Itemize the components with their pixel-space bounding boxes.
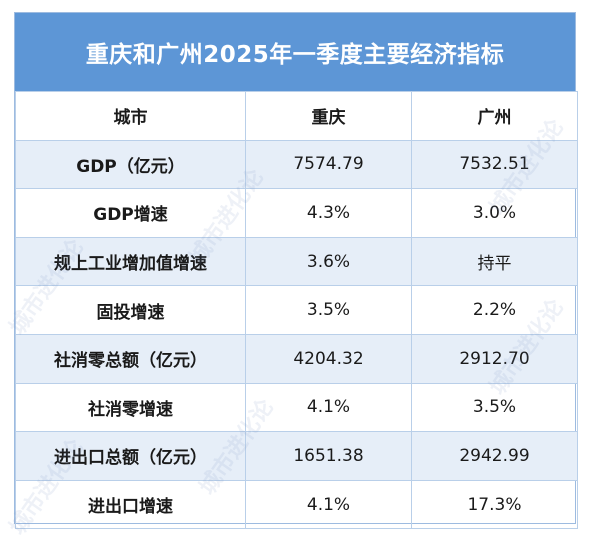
row-label: 进出口增速	[15, 479, 246, 530]
table-row: GDP（亿元） 7574.79 7532.51	[15, 139, 578, 190]
row-label: GDP（亿元）	[15, 139, 246, 190]
table-title: 重庆和广州2025年一季度主要经济指标	[15, 13, 575, 91]
row-label: GDP增速	[15, 188, 246, 238]
row-label: 进出口总额（亿元）	[15, 431, 246, 481]
cell-guangzhou: 2942.99	[411, 431, 578, 481]
table-row: 进出口增速 4.1% 17.3%	[15, 479, 578, 530]
cell-guangzhou: 3.5%	[411, 382, 578, 433]
cell-chongqing: 4.1%	[245, 382, 412, 433]
indicator-table: 城市 重庆 广州 GDP（亿元） 7574.79 7532.51 GDP增速 4…	[15, 91, 578, 530]
cell-chongqing: 3.5%	[245, 285, 412, 335]
cell-chongqing: 7574.79	[245, 139, 412, 190]
header-guangzhou: 广州	[411, 91, 578, 141]
cell-chongqing: 3.6%	[245, 236, 412, 287]
cell-chongqing: 1651.38	[245, 431, 412, 481]
table-row: 社消零增速 4.1% 3.5%	[15, 382, 578, 433]
table-row: 社消零总额（亿元） 4204.32 2912.70	[15, 333, 578, 384]
cell-chongqing: 4204.32	[245, 333, 412, 384]
cell-guangzhou: 2912.70	[411, 333, 578, 384]
row-label: 社消零增速	[15, 382, 246, 433]
row-label: 社消零总额（亿元）	[15, 333, 246, 384]
cell-guangzhou: 2.2%	[411, 285, 578, 335]
header-chongqing: 重庆	[245, 91, 412, 141]
cell-chongqing: 4.1%	[245, 479, 412, 530]
table-row: GDP增速 4.3% 3.0%	[15, 188, 578, 238]
header-city: 城市	[15, 91, 246, 141]
cell-chongqing: 4.3%	[245, 188, 412, 238]
header-row: 城市 重庆 广州	[15, 91, 578, 141]
table-row: 进出口总额（亿元） 1651.38 2942.99	[15, 431, 578, 481]
table-row: 固投增速 3.5% 2.2%	[15, 285, 578, 335]
cell-guangzhou: 3.0%	[411, 188, 578, 238]
table-frame: 重庆和广州2025年一季度主要经济指标 城市 重庆 广州 GDP（亿元） 757…	[14, 12, 578, 530]
table-row: 规上工业增加值增速 3.6% 持平	[15, 236, 578, 287]
row-label: 规上工业增加值增速	[15, 236, 246, 287]
cell-guangzhou: 持平	[411, 236, 578, 287]
cell-guangzhou: 7532.51	[411, 139, 578, 190]
row-label: 固投增速	[15, 285, 246, 335]
cell-guangzhou: 17.3%	[411, 479, 578, 530]
